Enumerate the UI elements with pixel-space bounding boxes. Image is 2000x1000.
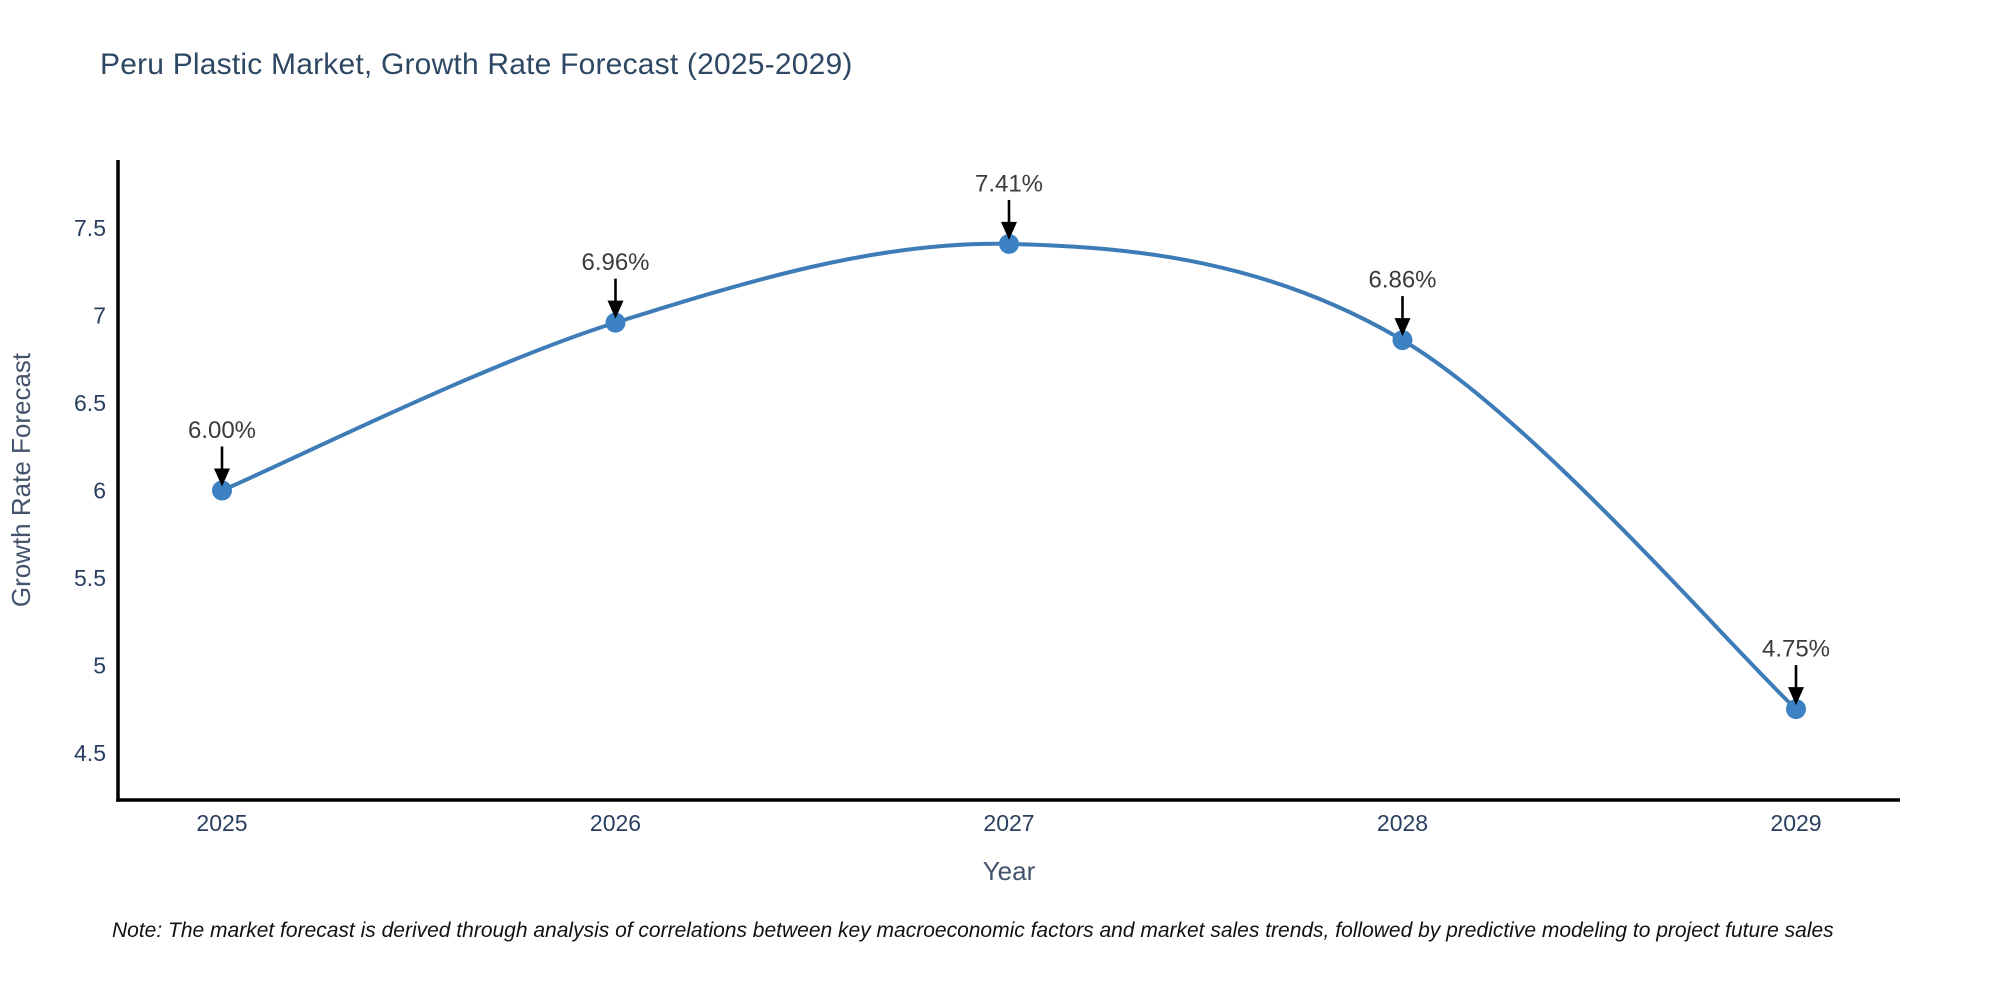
annotation-arrow-head: [1394, 318, 1411, 337]
y-tick-label: 5: [93, 652, 106, 678]
data-label: 4.75%: [1762, 636, 1830, 663]
data-point-marker: [1392, 330, 1413, 351]
series-line: [220, 241, 1798, 712]
x-axis-title: Year: [983, 856, 1036, 886]
data-point-marker: [605, 312, 626, 333]
annotation-arrow-head: [214, 468, 230, 487]
annotation-arrow-head: [1788, 687, 1804, 706]
y-tick-label: 6: [93, 477, 106, 503]
data-label: 7.41%: [975, 170, 1043, 197]
x-tick-label: 2025: [196, 810, 247, 836]
footnote: Note: The market forecast is derived thr…: [112, 919, 1834, 942]
data-point-marker: [999, 233, 1019, 254]
x-tick-label: 2027: [983, 810, 1034, 836]
y-axis-title: Growth Rate Forecast: [6, 352, 36, 607]
data-label: 6.00%: [188, 417, 256, 444]
annotation-arrow-head: [607, 300, 624, 319]
y-tick-label: 4.5: [74, 740, 106, 766]
data-label: 6.86%: [1368, 267, 1436, 294]
data-point-marker: [1786, 699, 1806, 720]
y-tick-label: 7: [93, 303, 106, 329]
chart-title: Peru Plastic Market, Growth Rate Forecas…: [100, 48, 853, 81]
x-tick-label: 2029: [1770, 810, 1821, 836]
x-tick-label: 2026: [590, 810, 641, 836]
x-tick-label: 2028: [1377, 810, 1428, 836]
data-point-marker: [212, 480, 232, 501]
data-label: 6.96%: [581, 249, 649, 276]
annotation-arrow-head: [1001, 221, 1017, 240]
y-tick-label: 7.5: [74, 215, 106, 241]
y-tick-label: 5.5: [74, 565, 106, 591]
y-tick-label: 6.5: [74, 390, 106, 416]
